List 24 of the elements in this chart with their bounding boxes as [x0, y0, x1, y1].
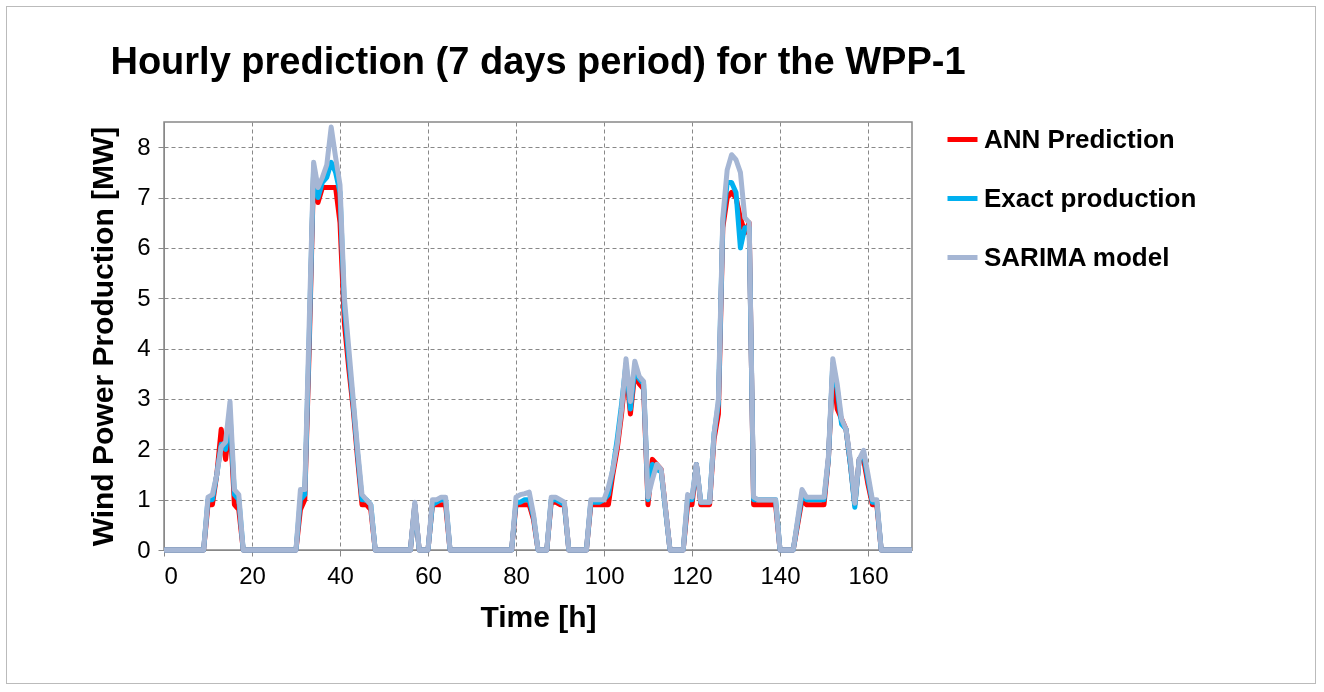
- x-tick-label: 140: [760, 561, 801, 589]
- x-tick-label: 120: [672, 561, 713, 589]
- y-tick-label: 2: [137, 434, 151, 462]
- legend-label: SARIMA model: [984, 241, 1170, 272]
- x-tick-label: 80: [503, 561, 530, 589]
- x-tick-label: 100: [584, 561, 625, 589]
- x-tick-label: 160: [848, 561, 889, 589]
- y-tick-label: 7: [137, 183, 151, 211]
- x-tick-label: 60: [415, 561, 442, 589]
- y-tick-label: 1: [137, 485, 151, 513]
- x-axis-title: Time [h]: [480, 599, 597, 633]
- x-tick-label: 0: [164, 561, 178, 589]
- y-tick-label: 4: [137, 334, 151, 362]
- y-tick-label: 0: [137, 535, 151, 563]
- y-tick-label: 8: [137, 132, 151, 160]
- y-tick-label: 5: [137, 283, 151, 311]
- legend-label: Exact production: [984, 182, 1197, 213]
- legend-label: ANN Prediction: [984, 123, 1175, 154]
- x-tick-label: 40: [327, 561, 354, 589]
- y-tick-label: 3: [137, 384, 151, 412]
- x-tick-label: 20: [239, 561, 266, 589]
- y-axis-title: Wind Power Production [MW]: [86, 126, 120, 547]
- y-tick-label: 6: [137, 233, 151, 261]
- chart-title: Hourly prediction (7 days period) for the WPP-1: [110, 39, 966, 82]
